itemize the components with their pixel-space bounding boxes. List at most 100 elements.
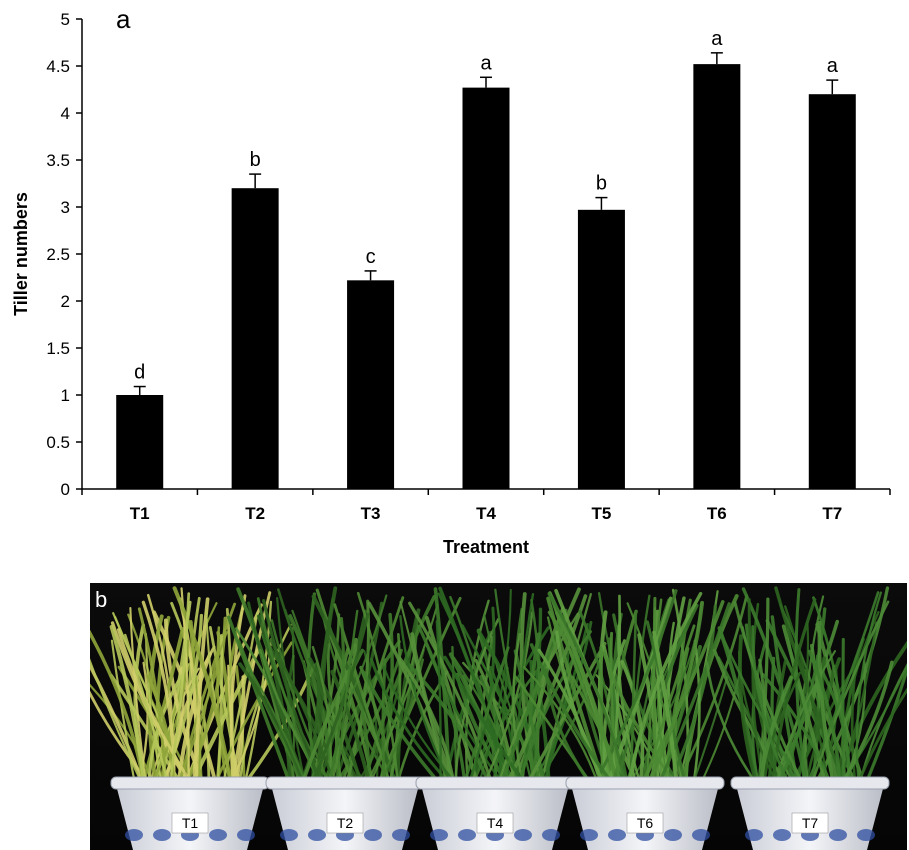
grass-blade [737,634,760,790]
grass-blade [643,600,705,790]
significance-label-t6: a [711,28,723,50]
grass-blade [595,674,665,790]
pot-pattern [153,829,171,841]
tiller-bar-chart: a 0 0.5 1 1.5 2 2.5 3 3.5 4 4.5 5 T1 T2 T3 T4 T5 T6 T7 d… [11,4,891,557]
grass-blade [620,659,645,790]
category-label-t2: T2 [245,504,265,523]
grass-blade [733,601,807,790]
grass-blade [547,592,628,790]
x-axis-title: Treatment [443,537,529,557]
pot-label-tag [626,812,664,834]
grass-blade [167,592,191,790]
panel-label-b: b [95,587,108,612]
bar-t4 [462,87,510,490]
pot-pattern [664,829,682,841]
grass-blade [230,591,272,790]
grass-blade [177,602,237,790]
grass-blade [781,624,829,790]
y-tick-label: 0.5 [46,433,70,452]
grass-blade [226,615,294,790]
pot-label: T1 [182,815,199,831]
grass-blade [381,658,387,790]
plant-photo-illustration: T1 T2 T4 T6 T7 [90,583,907,850]
y-tick-label: 1.5 [46,339,70,358]
pot-label-tag [476,812,514,834]
grass-blade [194,597,210,790]
bar-t5 [577,209,625,489]
bar-t7 [808,94,856,489]
significance-label-t7: a [827,55,839,77]
pot-label-tag [791,812,829,834]
significance-label-t5: b [596,173,607,195]
pot-pattern [125,829,143,841]
panel-label-a: a [116,4,131,34]
y-axis-title: Tiller numbers [11,192,31,316]
grass-blade [761,673,834,790]
grass-blade [462,674,516,790]
grass-blade [229,594,247,790]
grass-blade [216,626,229,790]
grass-blade [807,649,842,790]
grass-blade [244,660,309,790]
grass-blade [116,628,196,790]
grass-blade [256,614,293,790]
grass-blade [494,588,534,790]
pot-pattern [209,829,227,841]
bar-t2 [231,188,279,489]
pot-pattern [392,829,410,841]
significance-label-t4: a [480,52,492,74]
category-label-t5: T5 [592,504,612,523]
grass-blade [366,653,416,790]
plant-pot: T2 [265,776,425,850]
grass-blade [352,673,402,790]
grass-blade [172,586,234,790]
grass-blade [331,648,403,790]
pot-pattern [430,829,448,841]
grass-blade [705,661,761,790]
grass-blade [198,631,228,790]
y-tick-label: 5 [61,10,70,29]
bar-t6 [693,64,741,490]
grass-blade [804,595,825,790]
y-tick-label: 3.5 [46,151,70,170]
grass-blade [757,675,793,790]
y-tick-label: 2 [61,292,70,311]
plant-pot: T6 [565,776,725,850]
plant-pot: T4 [415,776,575,850]
pot-label-tag [171,812,209,834]
grass-blade [435,620,442,790]
grass-blade [609,631,622,790]
grass-blade [757,597,770,790]
pot-pattern [514,829,532,841]
pot-label: T4 [487,815,504,831]
y-tick-label: 3 [61,198,70,217]
grass-blade [291,609,359,790]
grass-blade [461,646,510,790]
grass-blade [465,606,496,790]
grass-blade [110,639,137,790]
plant-pot: T1 [110,776,270,850]
grass-blade [261,598,324,790]
grass-blade [330,669,373,790]
grass-blade [637,633,666,790]
pot-rim [730,776,890,790]
pot-pattern [608,829,626,841]
significance-label-t2: b [250,149,261,171]
pot-rim [415,776,575,790]
grass-blade [335,609,359,790]
y-tick-label: 1 [61,386,70,405]
grass-blade [751,625,792,790]
grass-blade [854,687,907,790]
grass-blade [299,669,351,790]
category-label-t4: T4 [476,504,496,523]
grass-blade [443,655,530,790]
pot-rim [265,776,425,790]
grass-blade [480,611,534,790]
grass-blade [238,662,307,790]
pot-rim [565,776,725,790]
grass-blade [855,591,883,790]
y-tick-label: 2.5 [46,245,70,264]
grass-blade [655,602,731,790]
pot-label: T6 [637,815,654,831]
grass-blade [124,633,171,790]
